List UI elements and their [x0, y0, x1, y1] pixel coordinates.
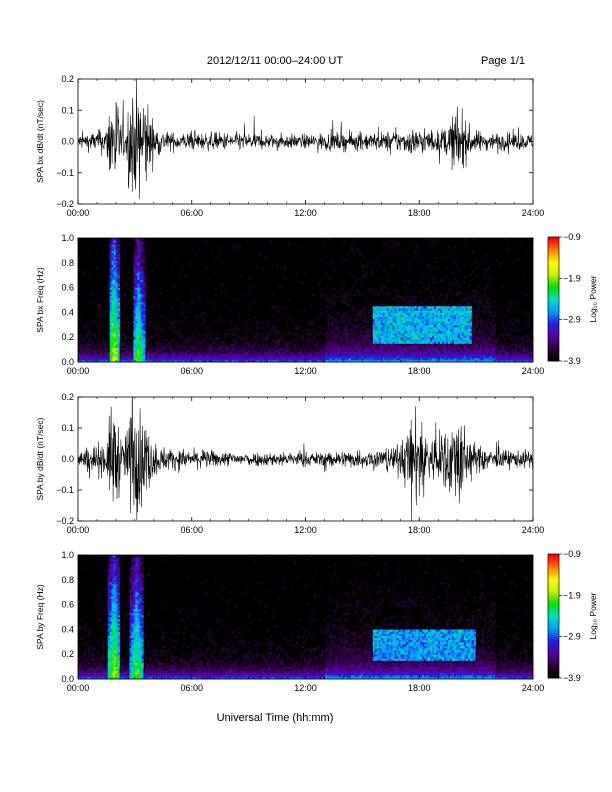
y-tick-label: 0.2 [61, 649, 74, 659]
page-indicator: Page 1/1 [481, 55, 525, 67]
y-tick-label: 0.0 [61, 137, 74, 147]
y-tick-label: 0.2 [61, 74, 74, 84]
y-tick-label: 0.1 [61, 423, 74, 433]
colorbar-frame [547, 553, 560, 679]
universal-time-axis-label: Universal Time (hh:mm) [217, 712, 334, 724]
y-tick-label: 1.0 [61, 233, 74, 243]
dbdt-trace [78, 397, 533, 521]
spectrogram-cells [78, 238, 534, 363]
x-tick-label: 18:00 [408, 683, 431, 693]
spectrogram-cells [78, 555, 534, 680]
y-tick-label: −0.1 [56, 485, 74, 495]
x-tick-label: 06:00 [180, 525, 203, 535]
colorbar-label: Log₁₀ Power [588, 592, 598, 639]
x-tick-label: 12:00 [294, 525, 317, 535]
colorbar-tick-label: −1.9 [563, 273, 581, 283]
y-axis-label: SPA by dB/dt (nT/sec) [35, 417, 45, 500]
colorbar-tick-label: −3.9 [563, 673, 581, 683]
y-tick-label: 0.1 [61, 105, 74, 115]
y-tick-label: 0.2 [61, 332, 74, 342]
x-tick-label: 18:00 [408, 525, 431, 535]
colorbar-tick-label: −2.9 [563, 632, 581, 642]
x-tick-label: 24:00 [522, 525, 545, 535]
x-tick-label: 12:00 [294, 683, 317, 693]
y-tick-label: 0.0 [61, 674, 74, 684]
y-axis-label: SPA by Freq (Hz) [35, 584, 45, 650]
x-tick-label: 00:00 [67, 525, 90, 535]
figure-title: 2012/12/11 00:00–24:00 UT [207, 55, 343, 67]
y-tick-label: −0.1 [56, 168, 74, 178]
x-tick-label: 12:00 [294, 366, 317, 376]
panel-by-dbdt: 00:00 06:00 12:00 18:00 24:00 −0.2 −0.1 0.0 0.1 0… [35, 392, 545, 535]
colorbar: −0.9 −1.9 −2.9 −3.9 Log₁₀ Power [547, 549, 598, 683]
x-tick-label: 12:00 [294, 208, 317, 218]
colorbar-frame [547, 236, 560, 362]
y-tick-label: −0.2 [56, 199, 74, 209]
colorbar-tick-label: −2.9 [563, 315, 581, 325]
panel-bx-dbdt: 00:00 06:00 12:00 18:00 24:00 −0.2 −0.1 0.0 0.1 0… [35, 74, 544, 218]
y-tick-label: 0.8 [61, 575, 74, 585]
y-tick-label: 1.0 [61, 550, 74, 560]
panel-by-spectrogram: 00:00 06:00 12:00 18:00 24:00 0.0 0.2 0.4 0.6 0.8… [35, 549, 598, 693]
colorbar-tick-label: −3.9 [563, 356, 581, 366]
y-tick-label: −0.2 [56, 516, 74, 526]
x-tick-label: 06:00 [180, 208, 203, 218]
y-tick-label: 0.2 [61, 392, 74, 402]
x-tick-label: 18:00 [408, 366, 431, 376]
x-tick-label: 18:00 [408, 208, 431, 218]
y-tick-label: 0.8 [61, 258, 74, 268]
x-tick-label: 00:00 [67, 366, 90, 376]
x-tick-label: 24:00 [522, 683, 545, 693]
panel-bx-spectrogram: 00:00 06:00 12:00 18:00 24:00 0.0 0.2 0.4 0.6 0.8… [35, 232, 598, 376]
colorbar-tick-label: −0.9 [563, 232, 581, 242]
colorbar: −0.9 −1.9 −2.9 −3.9 Log₁₀ Power [547, 232, 598, 366]
y-tick-label: 0.4 [61, 307, 74, 317]
x-tick-label: 00:00 [67, 208, 90, 218]
x-tick-label: 06:00 [180, 683, 203, 693]
y-tick-label: 0.6 [61, 283, 74, 293]
x-tick-label: 00:00 [67, 683, 90, 693]
y-tick-label: 0.4 [61, 624, 74, 634]
x-tick-label: 24:00 [522, 366, 545, 376]
y-axis-label: SPA bx dB/dt (nT/sec) [35, 100, 45, 183]
x-tick-label: 06:00 [180, 366, 203, 376]
dbdt-trace [78, 79, 533, 199]
y-axis-label: SPA bx Freq (Hz) [35, 267, 45, 333]
x-tick-label: 24:00 [522, 208, 545, 218]
colorbar-tick-label: −0.9 [563, 549, 581, 559]
y-tick-label: 0.0 [61, 357, 74, 367]
y-tick-label: 0.0 [61, 454, 74, 464]
colorbar-tick-label: −1.9 [563, 590, 581, 600]
colorbar-label: Log₁₀ Power [588, 275, 598, 322]
y-tick-label: 0.6 [61, 600, 74, 610]
